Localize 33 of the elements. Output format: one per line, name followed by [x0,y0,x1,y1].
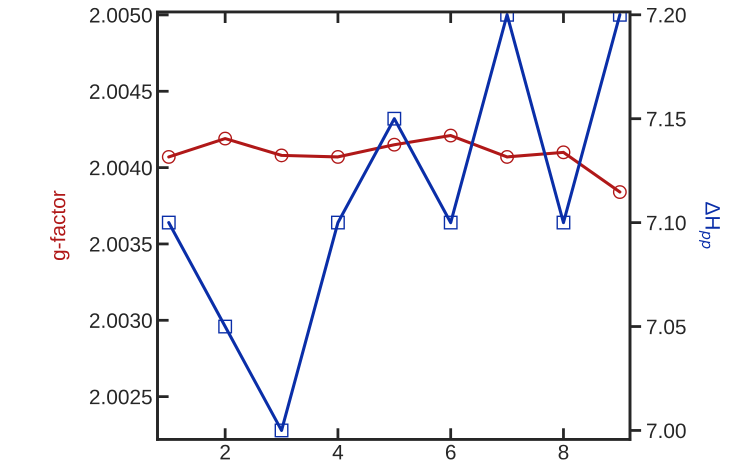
x-tick-label: 4 [332,445,344,460]
y2-tick-label: 7.05 [647,320,686,334]
point [444,128,458,142]
y-axis-title: g-factor [50,190,70,260]
point [162,150,176,164]
y-tick-label: 2.0030 [90,313,152,328]
point [556,145,570,160]
point [387,138,402,152]
point [500,150,514,164]
y-tick-label: 2.0045 [90,84,152,100]
point [556,216,570,230]
point [218,320,232,334]
y2-tick-label: 7.15 [647,112,686,126]
point [330,216,345,230]
point [612,185,627,199]
point [330,150,345,164]
y2-axis-title: ΔH$_{pp}$ [699,202,720,248]
y-tick-label: 2.0050 [90,8,152,23]
y2-tick-label: 7.20 [647,8,686,23]
point [274,423,288,438]
point [218,132,232,146]
y-tick-label: 2.0025 [90,390,152,404]
point [162,216,176,230]
x-tick-label: 8 [558,444,568,460]
y-tick-label: 2.0035 [90,236,152,252]
x-tick-label: 6 [446,444,456,460]
y2-tick-label: 7.10 [647,216,686,230]
y2-tick-label: 7.00 [647,423,686,438]
y-tick-label: 2.0040 [90,160,152,176]
point [444,216,458,230]
point [387,112,402,126]
point [274,148,288,162]
x-tick-label: 2 [220,444,230,460]
